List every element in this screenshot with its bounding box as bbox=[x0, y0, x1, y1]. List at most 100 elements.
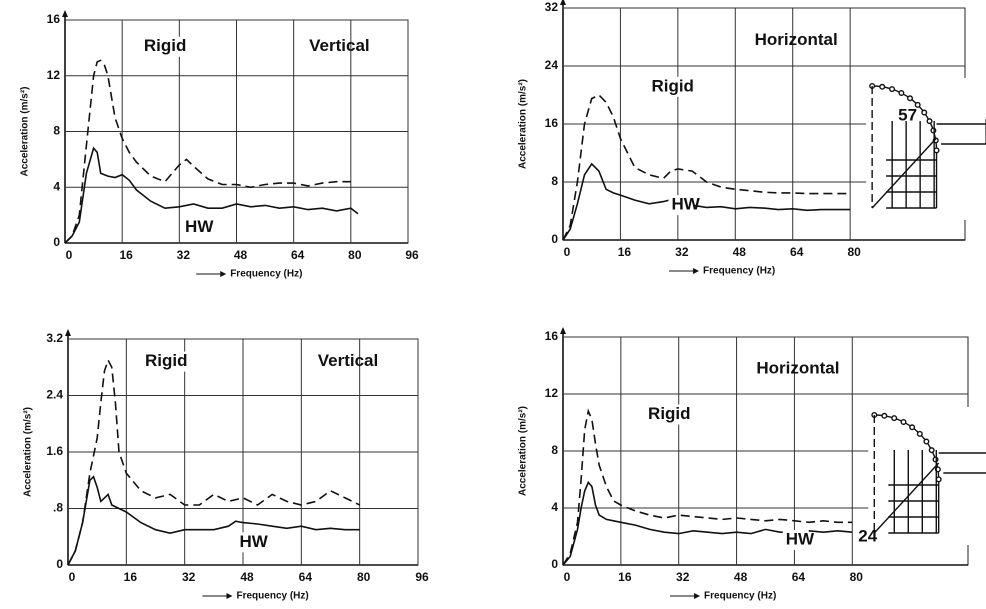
label-bg bbox=[236, 532, 263, 553]
y-tick-label: 16 bbox=[545, 329, 559, 343]
y-axis-label: Acceleration (m/s²) bbox=[23, 407, 34, 497]
series-label: Rigid bbox=[651, 76, 694, 95]
x-tick-label: 32 bbox=[675, 245, 689, 259]
y-axis-arrow bbox=[65, 329, 71, 336]
inset-node bbox=[923, 438, 930, 445]
x-tick-label: 80 bbox=[357, 570, 371, 584]
x-axis-label: Frequency (Hz) bbox=[230, 269, 302, 280]
series-label: HW bbox=[240, 532, 269, 551]
series-label: HW bbox=[672, 195, 701, 214]
inset-node bbox=[898, 90, 905, 97]
y-tick-label: 12 bbox=[47, 68, 61, 82]
series-label: Rigid bbox=[648, 404, 691, 423]
x-tick-label: 16 bbox=[618, 570, 632, 584]
inset-node bbox=[891, 415, 898, 422]
x-tick-label: 96 bbox=[405, 248, 419, 262]
inset-node bbox=[935, 476, 942, 483]
series-label: HW bbox=[786, 529, 815, 548]
x-tick-label: 32 bbox=[676, 570, 690, 584]
y-tick-label: 0 bbox=[53, 235, 60, 249]
series-label: Rigid bbox=[144, 36, 187, 55]
y-tick-label: 24 bbox=[545, 58, 559, 72]
y-tick-label: 0 bbox=[551, 232, 558, 246]
x-tick-label: 80 bbox=[348, 248, 362, 262]
series-line bbox=[64, 59, 351, 244]
y-axis-arrow bbox=[62, 10, 68, 17]
x-arrow-head bbox=[226, 593, 233, 599]
y-tick-label: 4 bbox=[53, 179, 60, 193]
inset-node bbox=[889, 86, 896, 93]
y-tick-label: 16 bbox=[545, 116, 559, 130]
label-bg bbox=[648, 76, 708, 97]
y-tick-label: 3.2 bbox=[46, 331, 63, 345]
x-tick-label: 16 bbox=[119, 248, 133, 262]
inset-frame bbox=[938, 452, 986, 474]
x-tick-label: 0 bbox=[564, 245, 571, 259]
label-bg bbox=[668, 195, 695, 216]
inset-brace bbox=[871, 137, 938, 209]
x-tick-label: 80 bbox=[850, 570, 864, 584]
inset-label: 57 bbox=[898, 105, 917, 124]
label-bg bbox=[140, 36, 200, 57]
series-line bbox=[67, 475, 360, 566]
series-line bbox=[562, 94, 851, 241]
chart-title: Horizontal bbox=[755, 30, 838, 49]
y-tick-label: .8 bbox=[53, 501, 63, 515]
inset-diagram bbox=[871, 412, 986, 534]
x-tick-label: 48 bbox=[240, 570, 254, 584]
label-bg bbox=[782, 529, 809, 550]
x-tick-label: 64 bbox=[299, 570, 313, 584]
chart-title: Vertical bbox=[318, 351, 379, 370]
x-tick-label: 0 bbox=[69, 570, 76, 584]
x-tick-label: 16 bbox=[618, 245, 632, 259]
y-tick-label: 8 bbox=[551, 443, 558, 457]
inset-node bbox=[916, 430, 923, 437]
inset-diagram bbox=[869, 82, 986, 209]
y-tick-label: 0 bbox=[56, 557, 63, 571]
y-tick-label: 16 bbox=[47, 12, 61, 26]
x-tick-label: 0 bbox=[66, 248, 73, 262]
label-bg bbox=[182, 217, 209, 238]
x-tick-label: 0 bbox=[564, 570, 571, 584]
x-tick-label: 32 bbox=[177, 248, 191, 262]
inset-node bbox=[932, 456, 939, 463]
chart-title: Horizontal bbox=[756, 358, 839, 377]
inset-node bbox=[928, 447, 935, 454]
x-axis-label: Frequency (Hz) bbox=[237, 591, 309, 602]
series-label: HW bbox=[185, 217, 214, 236]
x-arrow-head bbox=[694, 593, 701, 599]
x-tick-label: 48 bbox=[734, 570, 748, 584]
chart-title: Vertical bbox=[309, 36, 370, 55]
x-axis-label: Frequency (Hz) bbox=[703, 266, 775, 277]
series-line bbox=[67, 358, 361, 566]
label-bg bbox=[645, 404, 705, 425]
series-line bbox=[562, 480, 853, 566]
y-tick-label: 2.4 bbox=[46, 388, 63, 402]
series-line bbox=[562, 408, 853, 566]
inset-node bbox=[879, 83, 886, 90]
y-tick-label: 8 bbox=[53, 124, 60, 138]
y-tick-label: 8 bbox=[551, 174, 558, 188]
y-axis-label: Acceleration (m/s²) bbox=[20, 86, 31, 176]
x-arrow-head bbox=[220, 271, 227, 277]
y-axis-arrow bbox=[560, 0, 566, 5]
y-axis-label: Acceleration (m/s²) bbox=[518, 406, 529, 496]
y-axis-arrow bbox=[560, 327, 566, 334]
label-bg bbox=[142, 351, 201, 372]
y-tick-label: 12 bbox=[545, 386, 559, 400]
inset-frame bbox=[936, 123, 986, 145]
inset-brace bbox=[873, 462, 940, 534]
inset-label: 24 bbox=[858, 526, 877, 545]
x-tick-label: 48 bbox=[733, 245, 747, 259]
x-arrow-head bbox=[693, 268, 700, 274]
x-tick-label: 80 bbox=[847, 245, 861, 259]
x-tick-label: 48 bbox=[234, 248, 248, 262]
y-tick-label: 0 bbox=[551, 557, 558, 571]
x-tick-label: 96 bbox=[415, 570, 429, 584]
series-line bbox=[64, 146, 359, 244]
inset-node bbox=[906, 95, 913, 102]
y-tick-label: 1.6 bbox=[46, 444, 63, 458]
x-tick-label: 16 bbox=[124, 570, 138, 584]
